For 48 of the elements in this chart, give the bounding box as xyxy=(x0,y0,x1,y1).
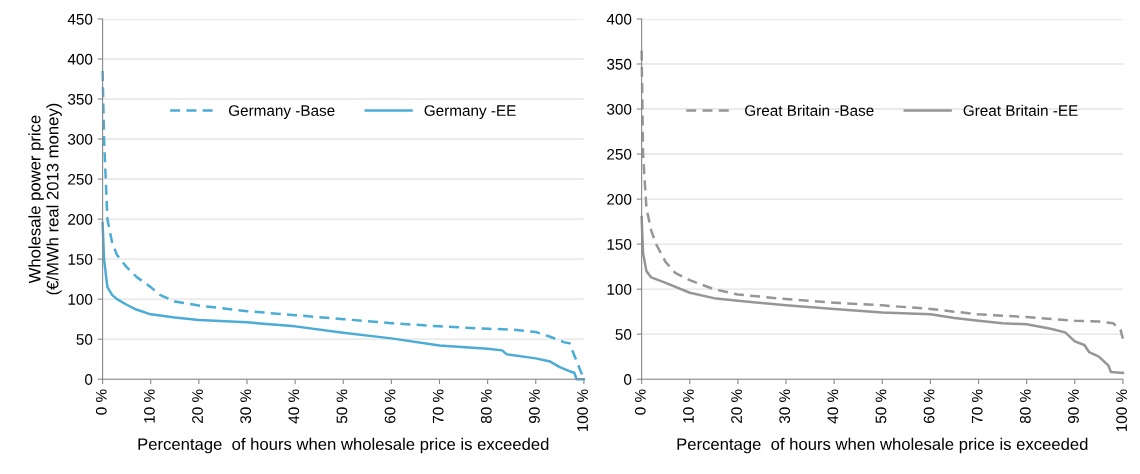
y-tick-label: 300 xyxy=(67,133,93,145)
y-tick-label: 350 xyxy=(607,58,632,70)
x-axis-title: Percentage of hours when wholesale price is exceeded xyxy=(138,437,549,454)
x-tick-label: 60 % xyxy=(384,389,396,423)
y-tick-label: 200 xyxy=(68,213,93,225)
x-tick-label: 30 % xyxy=(779,389,791,424)
y-tick-label: 100 xyxy=(68,294,93,305)
y-tick-label: 0 xyxy=(84,374,93,385)
legend-label: Germany -Base xyxy=(228,105,335,119)
x-axis-title: Percentage of hours when wholesale price is exceeded xyxy=(677,437,1088,454)
y-tick-label: 250 xyxy=(607,148,632,160)
x-tick-label: 50 % xyxy=(875,389,887,424)
x-tick-label: 100 % xyxy=(1116,389,1127,432)
x-tick-label: 50 % xyxy=(336,389,348,424)
y-tick-label: 400 xyxy=(67,53,93,65)
x-tick-label: 40 % xyxy=(288,389,300,424)
legend-label: Great Britain -Base xyxy=(745,104,874,116)
legend-label: Great Britain -EE xyxy=(963,104,1078,116)
x-tick-label: 80 % xyxy=(1019,389,1031,424)
x-tick-label: 100 % xyxy=(577,389,588,432)
x-tick-label: 80 % xyxy=(480,389,492,424)
x-tick-label: 20 % xyxy=(731,389,742,423)
y-tick-label: 300 xyxy=(607,103,632,115)
y-tick-label: 100 xyxy=(607,284,632,295)
y-tick-label: 450 xyxy=(67,13,93,25)
y-tick-label: 150 xyxy=(68,253,93,265)
y-tick-label: 50 xyxy=(76,334,93,345)
y-tick-label: 350 xyxy=(67,93,93,105)
y-tick-label: 0 xyxy=(624,374,632,385)
y-tick-label: 200 xyxy=(607,193,632,205)
y-tick-label: 400 xyxy=(606,13,632,25)
x-tick-label: 20 % xyxy=(192,389,203,423)
x-tick-label: 0 % xyxy=(634,389,646,415)
legend-label: Germany -EE xyxy=(424,105,516,119)
x-tick-label: 70 % xyxy=(971,389,983,423)
x-tick-label: 0 % xyxy=(95,389,107,415)
x-tick-label: 10 % xyxy=(144,389,155,423)
x-tick-label: 70 % xyxy=(432,389,444,423)
x-tick-label: 90 % xyxy=(1068,389,1079,424)
x-tick-label: 60 % xyxy=(923,389,935,423)
y-axis-title: Wholesale power price (€/MWh real 2013 money) xyxy=(28,103,62,295)
x-tick-label: 30 % xyxy=(240,389,252,424)
x-tick-label: 10 % xyxy=(683,389,694,423)
y-tick-label: 50 xyxy=(615,329,632,340)
x-tick-label: 40 % xyxy=(827,389,839,424)
y-tick-label: 150 xyxy=(607,238,632,250)
y-tick-label: 250 xyxy=(68,173,93,185)
x-tick-label: 90 % xyxy=(529,389,540,424)
